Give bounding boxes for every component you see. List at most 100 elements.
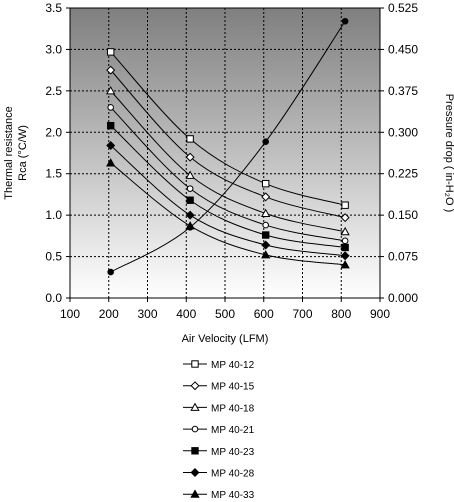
legend-label: MP 40-21: [211, 425, 255, 436]
data-point: [262, 221, 269, 229]
legend-label: MP 40-28: [211, 469, 255, 480]
series-line: [110, 69, 346, 219]
data-point: [185, 210, 195, 220]
series-group: [106, 48, 350, 269]
legend-marker: [191, 447, 199, 455]
y-axis-left-ticks: 0.0 0.5 1.0 1.5 2.0 2.5 3.0 3.5: [45, 1, 70, 305]
series-4: [107, 104, 349, 245]
x-tick-label: 200: [99, 307, 119, 321]
pressure-drop-point: [107, 268, 114, 276]
x-tick-label: 600: [254, 307, 274, 321]
x-tick-label: 100: [60, 307, 80, 321]
y-right-tick-label: 0.450: [388, 42, 418, 56]
x-tick-label: 900: [370, 307, 390, 321]
legend-marker: [191, 425, 199, 433]
data-point: [341, 201, 349, 209]
legend-label: MP 40-33: [211, 490, 255, 501]
pressure-drop-point: [186, 223, 194, 231]
data-point: [185, 170, 195, 179]
legend-marker: [190, 489, 200, 498]
legend-marker: [190, 467, 200, 478]
data-point: [106, 48, 115, 56]
data-point: [340, 251, 350, 261]
series-line: [110, 51, 346, 206]
data-point: [261, 192, 271, 202]
series-line: [110, 145, 346, 257]
y-axis-left-label-line1: Thermal resistance: [3, 106, 15, 200]
data-point: [341, 243, 349, 252]
data-point: [261, 240, 271, 250]
series-2: [106, 65, 350, 223]
legend-item: MP 40-18: [183, 402, 255, 414]
y-left-tick-label: 2.5: [45, 84, 62, 98]
data-point: [341, 237, 349, 245]
y-right-tick-label: 0.525: [388, 1, 418, 15]
data-point: [106, 121, 115, 130]
data-point: [340, 213, 350, 223]
data-point: [261, 231, 270, 239]
x-axis-label: Air Velocity (LFM): [182, 333, 269, 345]
pressure-drop-point: [341, 17, 349, 25]
y-left-tick-label: 0.5: [45, 250, 62, 264]
grid-lines: [70, 8, 380, 298]
pressure-drop-series: [107, 17, 349, 276]
legend-item: MP 40-28: [183, 467, 255, 480]
y-right-tick-label: 0.150: [388, 208, 418, 222]
y-left-tick-label: 3.0: [45, 42, 62, 56]
data-point: [186, 185, 194, 192]
y-right-tick-label: 0.225: [388, 167, 418, 181]
legend-item: MP 40-21: [183, 425, 255, 436]
legend-label: MP 40-23: [211, 447, 255, 458]
data-point: [261, 208, 271, 217]
y-axis-right-ticks: 0.000 0.075 0.150 0.225 0.300 0.375 0.450 0.525: [380, 1, 418, 305]
legend-item: MP 40-12: [183, 360, 255, 371]
data-point: [261, 250, 271, 259]
x-tick-label: 500: [215, 307, 235, 321]
x-tick-label: 700: [292, 307, 312, 321]
data-point: [340, 226, 350, 236]
series-6: [106, 141, 350, 261]
legend-item: MP 40-15: [183, 381, 255, 393]
legend-label: MP 40-15: [211, 382, 255, 393]
series-line: [110, 125, 346, 248]
y-left-tick-label: 1.0: [45, 208, 62, 222]
data-point: [340, 260, 350, 269]
y-left-tick-label: 3.5: [45, 1, 62, 15]
series-line: [110, 162, 346, 266]
data-point: [106, 158, 116, 167]
legend-label: MP 40-18: [211, 403, 255, 414]
series-line: [110, 90, 346, 233]
series-line: [110, 107, 346, 242]
data-point: [186, 135, 194, 143]
legend-item: MP 40-23: [183, 447, 255, 458]
x-tick-label: 800: [331, 307, 351, 321]
legend-label: MP 40-12: [211, 360, 255, 371]
legend-marker: [190, 402, 200, 411]
legend-item: MP 40-33: [183, 489, 255, 501]
data-point: [106, 141, 116, 151]
data-point: [106, 86, 116, 95]
legend-marker: [191, 360, 199, 368]
y-right-tick-label: 0.375: [388, 84, 418, 98]
series-5: [106, 121, 349, 252]
data-point: [261, 179, 270, 188]
series-3: [106, 86, 350, 236]
data-point: [106, 65, 116, 75]
x-tick-label: 300: [137, 307, 157, 321]
series-1: [106, 48, 349, 209]
x-axis-ticks: 100 200 300 400 500 600 700 800 900: [60, 298, 390, 321]
y-left-tick-label: 0.0: [45, 291, 62, 305]
data-point: [186, 196, 194, 204]
y-axis-left-label-line2: Rca (°C/W): [17, 125, 29, 181]
y-right-tick-label: 0.300: [388, 125, 418, 139]
pressure-drop-line: [110, 20, 346, 273]
data-point: [185, 152, 195, 162]
x-tick-label: 400: [176, 307, 196, 321]
y-left-tick-label: 1.5: [45, 167, 62, 181]
data-point: [107, 104, 114, 111]
y-axis-right-label: Pressure drop ( in-H₂O ): [443, 94, 454, 213]
y-right-tick-label: 0.000: [388, 291, 418, 305]
legend: MP 40-12 MP 40-15 MP 40-18 MP 40-21 MP 40-23…: [183, 360, 255, 501]
y-right-tick-label: 0.075: [388, 250, 418, 264]
